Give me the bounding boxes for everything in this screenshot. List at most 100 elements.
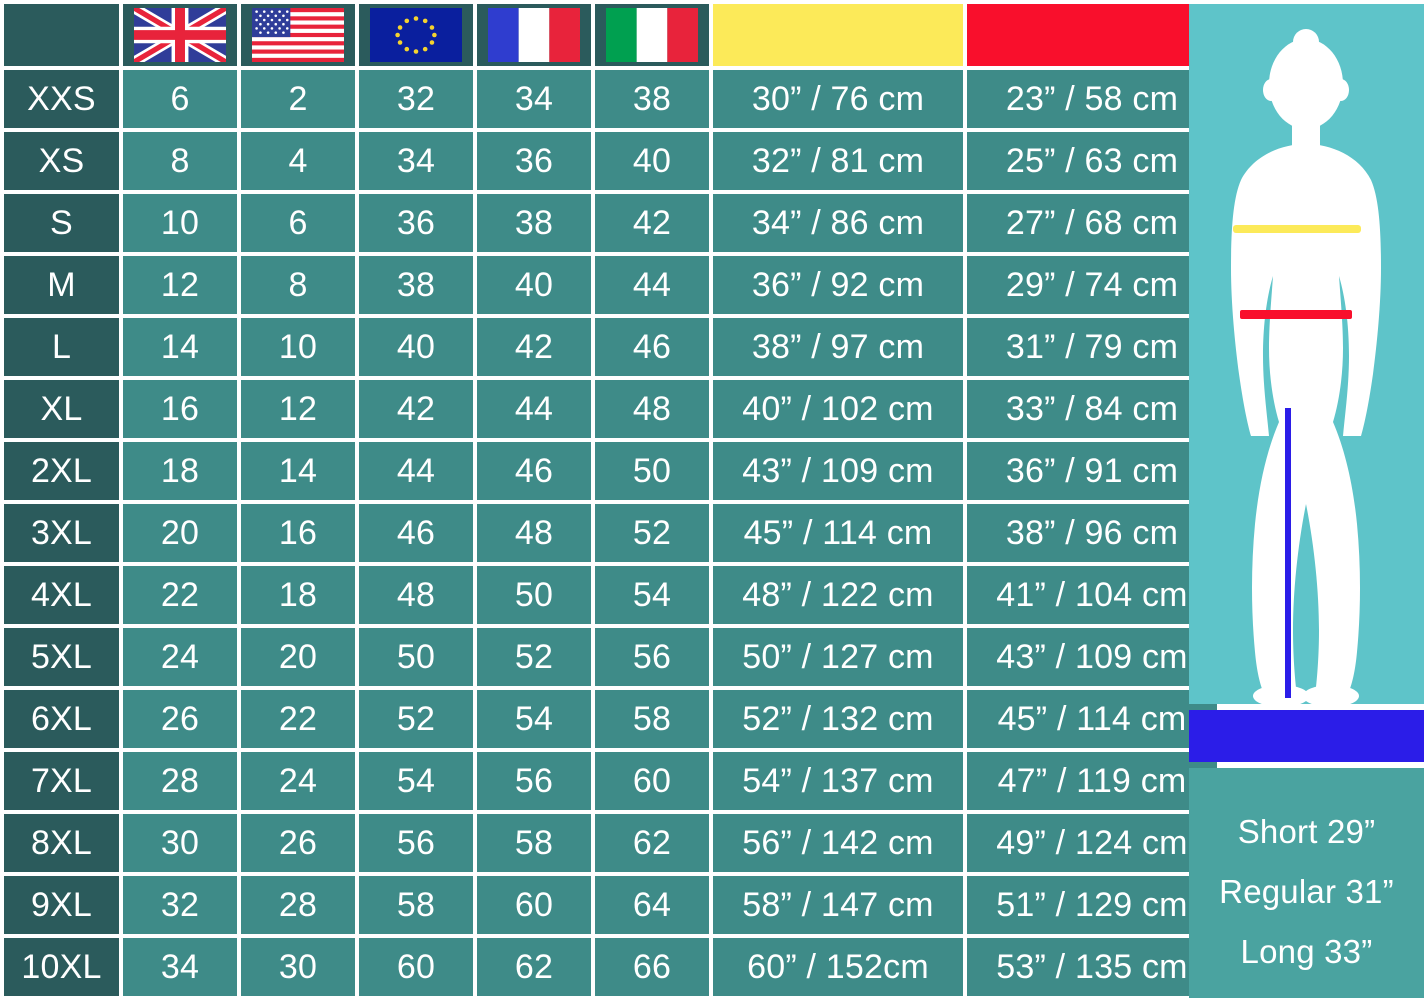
cell-eu: 52 [359,690,473,748]
cell-uk: 10 [123,194,237,252]
france-flag-icon [488,8,580,62]
table-header-row [4,4,1217,66]
cell-fr: 62 [477,938,591,996]
header-uk [123,4,237,66]
table-row: M 12 8 38 40 44 36” / 92 cm 29” / 74 cm [4,256,1217,314]
table-row: 9XL 32 28 58 60 64 58” / 147 cm 51” / 129 cm [4,876,1217,934]
cell-it: 60 [595,752,709,810]
cell-it: 62 [595,814,709,872]
cell-fr: 60 [477,876,591,934]
cell-bust: 34” / 86 cm [713,194,963,252]
header-us [241,4,355,66]
cell-waist: 51” / 129 cm [967,876,1217,934]
cell-size: 4XL [4,566,119,624]
table-row: XXS 6 2 32 34 38 30” / 76 cm 23” / 58 cm [4,70,1217,128]
cell-bust: 52” / 132 cm [713,690,963,748]
cell-size: XL [4,380,119,438]
waist-measure-line [1240,310,1352,319]
cell-waist: 25” / 63 cm [967,132,1217,190]
inseam-option-regular: Regular 31” [1219,873,1394,910]
cell-fr: 54 [477,690,591,748]
cell-eu: 36 [359,194,473,252]
table-row: 7XL 28 24 54 56 60 54” / 137 cm 47” / 119 cm [4,752,1217,810]
table-row: 8XL 30 26 56 58 62 56” / 142 cm 49” / 124 cm [4,814,1217,872]
cell-size: L [4,318,119,376]
cell-size: S [4,194,119,252]
table-row: XL 16 12 42 44 48 40” / 102 cm 33” / 84 cm [4,380,1217,438]
cell-it: 52 [595,504,709,562]
cell-us: 16 [241,504,355,562]
cell-uk: 16 [123,380,237,438]
cell-fr: 56 [477,752,591,810]
cell-us: 14 [241,442,355,500]
size-conversion-table: XXS 6 2 32 34 38 30” / 76 cm 23” / 58 cm XS 8 4 34 3… [4,4,1217,1000]
table-row: 10XL 34 30 60 62 66 60” / 152cm 53” / 135 cm [4,938,1217,996]
cell-size: 7XL [4,752,119,810]
inseam-bar [1189,710,1424,762]
header-waist-bar [967,4,1217,66]
inseam-length-legend: Short 29” Regular 31” Long 33” [1189,768,1424,998]
header-italy [595,4,709,66]
cell-size: 5XL [4,628,119,686]
uk-flag-icon [134,8,226,62]
cell-waist: 29” / 74 cm [967,256,1217,314]
cell-eu: 46 [359,504,473,562]
cell-eu: 48 [359,566,473,624]
cell-eu: 34 [359,132,473,190]
cell-bust: 40” / 102 cm [713,380,963,438]
cell-uk: 30 [123,814,237,872]
cell-waist: 41” / 104 cm [967,566,1217,624]
cell-waist: 43” / 109 cm [967,628,1217,686]
table-row: XS 8 4 34 36 40 32” / 81 cm 25” / 63 cm [4,132,1217,190]
cell-bust: 50” / 127 cm [713,628,963,686]
cell-fr: 58 [477,814,591,872]
cell-uk: 6 [123,70,237,128]
cell-it: 58 [595,690,709,748]
cell-bust: 30” / 76 cm [713,70,963,128]
cell-eu: 50 [359,628,473,686]
cell-us: 10 [241,318,355,376]
cell-it: 56 [595,628,709,686]
cell-eu: 40 [359,318,473,376]
table-row: 3XL 20 16 46 48 52 45” / 114 cm 38” / 96 cm [4,504,1217,562]
cell-waist: 49” / 124 cm [967,814,1217,872]
bust-measure-line [1233,225,1361,233]
cell-it: 42 [595,194,709,252]
female-silhouette-icon [1231,29,1381,704]
cell-bust: 38” / 97 cm [713,318,963,376]
cell-it: 46 [595,318,709,376]
eu-flag-icon [370,8,462,62]
cell-fr: 44 [477,380,591,438]
cell-uk: 28 [123,752,237,810]
cell-bust: 54” / 137 cm [713,752,963,810]
cell-uk: 32 [123,876,237,934]
cell-us: 28 [241,876,355,934]
cell-uk: 14 [123,318,237,376]
cell-bust: 32” / 81 cm [713,132,963,190]
italy-flag-icon [606,8,698,62]
cell-uk: 18 [123,442,237,500]
cell-eu: 32 [359,70,473,128]
cell-size: 9XL [4,876,119,934]
cell-it: 64 [595,876,709,934]
cell-it: 54 [595,566,709,624]
table-row: 2XL 18 14 44 46 50 43” / 109 cm 36” / 91 cm [4,442,1217,500]
header-eu [359,4,473,66]
inseam-option-short: Short 29” [1237,813,1376,850]
cell-fr: 50 [477,566,591,624]
cell-it: 38 [595,70,709,128]
cell-size: 6XL [4,690,119,748]
cell-bust: 48” / 122 cm [713,566,963,624]
cell-bust: 45” / 114 cm [713,504,963,562]
cell-size: 3XL [4,504,119,562]
cell-eu: 38 [359,256,473,314]
cell-eu: 44 [359,442,473,500]
body-figure [1189,4,1424,704]
cell-fr: 34 [477,70,591,128]
cell-size: M [4,256,119,314]
header-france [477,4,591,66]
cell-fr: 36 [477,132,591,190]
table-body: XXS 6 2 32 34 38 30” / 76 cm 23” / 58 cm XS 8 4 34 3… [4,70,1217,1000]
cell-size: 10XL [4,938,119,996]
